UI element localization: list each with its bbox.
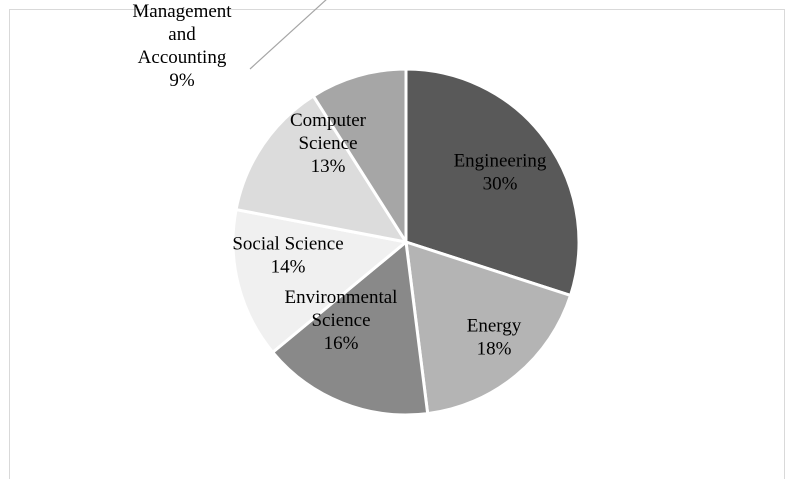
leader-line <box>249 0 327 70</box>
data-label-engineering: Engineering 30% <box>454 151 547 195</box>
data-labels: Engineering 30% Energy 18% Environmental Scie… <box>132 0 547 360</box>
pie-slice-engineering <box>404 67 581 297</box>
data-label-social-science: Social Science 14% <box>232 234 343 278</box>
pie-slices <box>231 67 581 417</box>
pie-slice-energy <box>404 240 573 416</box>
pie-slice-computer-science <box>234 94 408 244</box>
data-label-environmental-science: Environmental Science 16% <box>285 287 398 354</box>
data-label-computer-science: Computer Science 13% <box>290 110 367 177</box>
leader-lines <box>249 0 327 70</box>
pie-slice-environmental-science <box>271 240 430 417</box>
data-label-business-management-and-accounting: BusinessManagementandAccounting9% <box>132 0 232 91</box>
pie-slice-business-management-and-accounting <box>311 67 408 244</box>
data-label-energy: Energy 18% <box>467 316 522 360</box>
pie-slice-social-science <box>231 208 408 354</box>
